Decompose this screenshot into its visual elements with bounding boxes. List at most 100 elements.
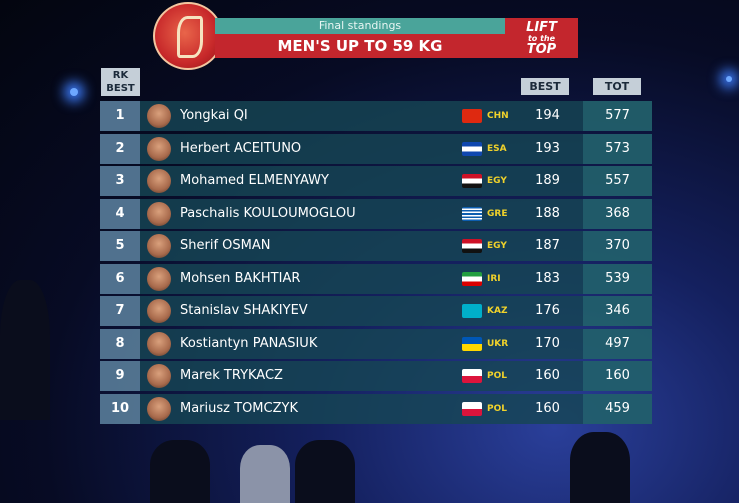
standing-row: 10 Mariusz TOMCZYK POL 160 459 xyxy=(100,393,652,424)
total: 160 xyxy=(583,361,652,391)
first-name: Marek xyxy=(180,368,220,383)
country-flag xyxy=(462,239,482,253)
standing-row: 5 Sherif OSMAN EGY 187 370 xyxy=(100,231,652,261)
standing-row: 3 Mohamed ELMENYAWY EGY 189 557 xyxy=(100,166,652,196)
best-lift: 160 xyxy=(535,368,560,383)
country-flag xyxy=(462,336,482,351)
athlete-name: Paschalis KOULOUMOGLOU xyxy=(180,199,356,229)
best-lift: 183 xyxy=(535,270,560,286)
best-header: BEST xyxy=(521,78,569,95)
total: 459 xyxy=(583,393,652,424)
athlete-photo xyxy=(147,266,171,291)
best-lift: 170 xyxy=(535,335,560,351)
first-name: Sherif xyxy=(180,238,219,253)
last-name: ACEITUNO xyxy=(233,140,302,156)
athlete-name: Herbert ACEITUNO xyxy=(180,134,301,164)
athlete-name: Sherif OSMAN xyxy=(180,231,271,261)
first-name: Mohamed xyxy=(180,173,245,188)
country-flag xyxy=(462,206,482,221)
total: 573 xyxy=(583,133,652,164)
spectator xyxy=(295,440,355,503)
athlete-photo xyxy=(147,299,171,323)
athlete-photo xyxy=(147,104,171,128)
athlete-name: Mohsen BAKHTIAR xyxy=(180,264,300,294)
header-line: RK xyxy=(112,70,129,81)
last-name: TOMCZYK xyxy=(234,400,298,416)
first-name: Mohsen xyxy=(180,270,231,286)
first-name: Yongkai xyxy=(180,108,230,123)
athlete-name: Kostiantyn PANASIUK xyxy=(180,329,317,359)
first-name: Stanislav xyxy=(180,303,240,318)
country-flag xyxy=(462,141,482,156)
country-code: EGY xyxy=(487,241,507,251)
total: 539 xyxy=(583,263,652,294)
last-name: ELMENYAWY xyxy=(248,173,329,188)
last-name: KOULOUMOGLOU xyxy=(243,205,356,221)
total: 368 xyxy=(583,198,652,229)
rank: 6 xyxy=(100,263,140,294)
last-name: QI xyxy=(233,108,248,123)
total-header: TOT xyxy=(593,78,641,95)
athlete-name: Mohamed ELMENYAWY xyxy=(180,166,329,196)
best-lift: 194 xyxy=(535,108,560,123)
rank: 3 xyxy=(100,166,140,196)
event-logo xyxy=(153,2,223,70)
athlete-photo xyxy=(147,136,171,161)
country-code: KAZ xyxy=(487,306,508,316)
standing-row: 8 Kostiantyn PANASIUK UKR 170 497 xyxy=(100,328,652,359)
country-flag xyxy=(462,304,482,318)
rank: 9 xyxy=(100,361,140,391)
rank: 10 xyxy=(100,393,140,424)
spectator xyxy=(150,440,210,503)
country-code: UKR xyxy=(487,338,509,349)
athlete-name: Stanislav SHAKIYEV xyxy=(180,296,308,326)
rank: 5 xyxy=(100,231,140,261)
best-lift: 189 xyxy=(535,173,560,188)
total: 497 xyxy=(583,328,652,359)
last-name: SHAKIYEV xyxy=(243,303,308,318)
best-lift: 188 xyxy=(535,205,560,221)
country-code: IRI xyxy=(487,273,501,284)
logo-mark xyxy=(177,16,203,58)
standing-row: 9 Marek TRYKACZ POL 160 160 xyxy=(100,361,652,391)
country-flag xyxy=(462,174,482,188)
rank-header: RK BEST xyxy=(101,68,140,96)
spectator xyxy=(0,280,50,420)
best-lift: 160 xyxy=(535,400,560,416)
rank: 1 xyxy=(100,101,140,131)
rank: 7 xyxy=(100,296,140,326)
total: 557 xyxy=(583,166,652,196)
country-flag xyxy=(462,109,482,123)
country-flag xyxy=(462,369,482,383)
last-name: BAKHTIAR xyxy=(234,270,301,286)
country-flag xyxy=(462,401,482,416)
country-code: GRE xyxy=(487,208,508,219)
subtitle: Final standings xyxy=(215,18,505,34)
rank: 2 xyxy=(100,133,140,164)
athlete-photo xyxy=(147,396,171,421)
title-bar: Final standings MEN'S UP TO 59 KG xyxy=(215,18,505,58)
last-name: TRYKACZ xyxy=(223,368,283,383)
athlete-photo xyxy=(147,201,171,226)
spectator xyxy=(570,432,630,503)
athlete-photo xyxy=(147,364,171,388)
stage-light xyxy=(726,76,732,82)
country-code: POL xyxy=(487,371,507,381)
total: 577 xyxy=(583,101,652,131)
athlete-name: Marek TRYKACZ xyxy=(180,361,283,391)
brand-line: LIFT xyxy=(526,20,557,35)
country-code: CHN xyxy=(487,111,509,121)
standing-row: 2 Herbert ACEITUNO ESA 193 573 xyxy=(100,133,652,164)
title: MEN'S UP TO 59 KG xyxy=(215,34,505,58)
total: 346 xyxy=(583,296,652,326)
last-name: PANASIUK xyxy=(252,335,318,351)
standing-row: 1 Yongkai QI CHN 194 577 xyxy=(100,101,652,131)
brand-logo: LIFT to the TOP xyxy=(505,18,578,58)
country-flag xyxy=(462,271,482,286)
rank: 8 xyxy=(100,328,140,359)
country-code: ESA xyxy=(487,143,507,154)
total: 370 xyxy=(583,231,652,261)
first-name: Paschalis xyxy=(180,205,240,221)
standing-row: 4 Paschalis KOULOUMOGLOU GRE 188 368 xyxy=(100,198,652,229)
